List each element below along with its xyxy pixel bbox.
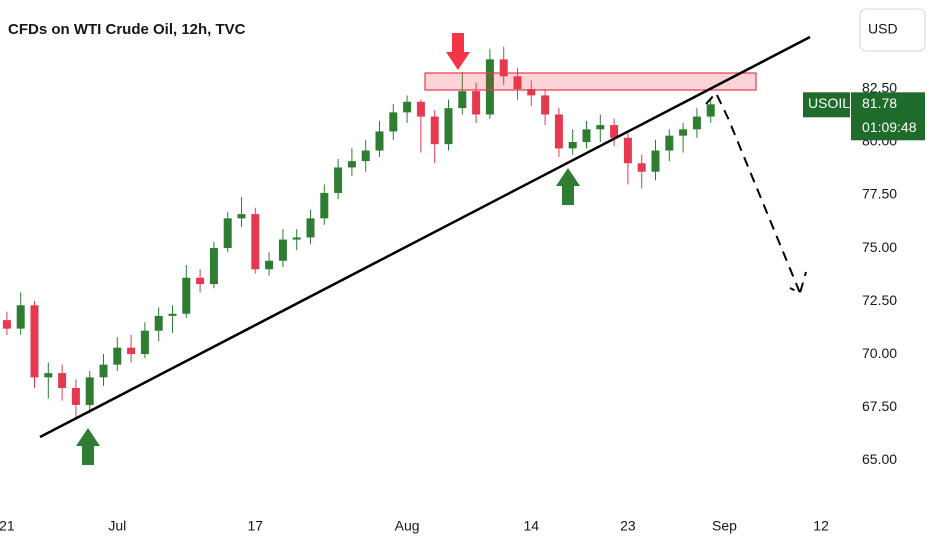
symbol-tag — [803, 92, 850, 118]
candle-body — [223, 218, 232, 249]
candle-body — [320, 192, 329, 219]
candle-body — [16, 305, 25, 329]
candle-body — [140, 330, 149, 355]
candle-body — [568, 142, 577, 149]
candle-body — [692, 116, 701, 130]
candle-body — [541, 95, 550, 115]
chart-title: CFDs on WTI Crude Oil, 12h, TVC — [8, 21, 246, 38]
candle-body — [610, 125, 619, 138]
candle-body — [306, 218, 315, 238]
candle-body — [2, 320, 11, 329]
candle-body — [444, 108, 453, 145]
candle-body — [182, 277, 191, 314]
candle-body — [265, 260, 274, 270]
candle-body — [679, 129, 688, 136]
candle-body — [168, 313, 177, 316]
x-tick-label: Aug — [395, 518, 420, 534]
currency-button[interactable] — [859, 8, 926, 52]
candle-body — [292, 237, 301, 240]
candle-body — [596, 125, 605, 130]
candle-body — [430, 116, 439, 145]
candle-body — [416, 101, 425, 117]
candle-body — [458, 91, 467, 109]
candle-body — [665, 135, 674, 151]
candle-body — [71, 387, 80, 405]
x-tick-label: 14 — [524, 518, 540, 534]
candle-body — [499, 59, 508, 77]
resistance-zone — [424, 72, 757, 91]
y-tick-label: 72.50 — [862, 292, 897, 308]
x-tick-label: 12 — [813, 518, 829, 534]
candle-body — [582, 129, 591, 143]
candle-body — [113, 347, 122, 365]
candle-body — [196, 277, 205, 285]
y-tick-label: 65.00 — [862, 451, 897, 467]
candle-body — [127, 347, 136, 355]
x-tick-label: 23 — [620, 518, 636, 534]
candle-body — [44, 373, 53, 378]
candle-body — [554, 114, 563, 149]
x-tick-label: Jul — [108, 518, 126, 534]
x-tick-label: 17 — [248, 518, 264, 534]
x-tick-label: 21 — [0, 518, 15, 534]
candle-body — [527, 89, 536, 96]
candle-body — [389, 112, 398, 132]
y-tick-label: 75.00 — [862, 239, 897, 255]
candle-body — [513, 76, 522, 90]
candle-body — [237, 214, 246, 219]
candle-body — [58, 373, 67, 388]
candle-body — [375, 131, 384, 151]
y-tick-label: 77.50 — [862, 186, 897, 202]
candle-body — [706, 104, 715, 117]
y-tick-label: 70.00 — [862, 345, 897, 361]
candle-body — [347, 161, 356, 168]
candle-body — [361, 150, 370, 162]
candle-body — [403, 101, 412, 113]
up-arrow — [556, 168, 580, 205]
y-tick-label: 82.50 — [862, 80, 897, 96]
candle-body — [154, 315, 163, 331]
trend-line — [39, 35, 811, 439]
candle-body — [209, 248, 218, 285]
candle-body — [485, 59, 494, 115]
candle-body — [637, 163, 646, 172]
symbol-label: USOIL — [808, 95, 850, 111]
up-arrow — [76, 428, 100, 465]
candle-body — [334, 167, 343, 193]
currency-label[interactable]: USD — [868, 21, 898, 37]
candle-body — [99, 364, 108, 378]
price-tag — [851, 92, 925, 141]
candle-body — [30, 305, 39, 378]
countdown-label: 01:09:48 — [862, 119, 917, 135]
y-tick-label: 67.50 — [862, 398, 897, 414]
candle-body — [623, 137, 632, 164]
candle-body — [651, 150, 660, 172]
candle-body — [278, 239, 287, 261]
x-tick-label: Sep — [712, 518, 737, 534]
price-label: 81.78 — [862, 95, 897, 111]
candle-body — [472, 91, 481, 115]
candle-body — [85, 377, 94, 405]
candle-body — [251, 214, 260, 270]
down-arrow — [446, 33, 470, 70]
